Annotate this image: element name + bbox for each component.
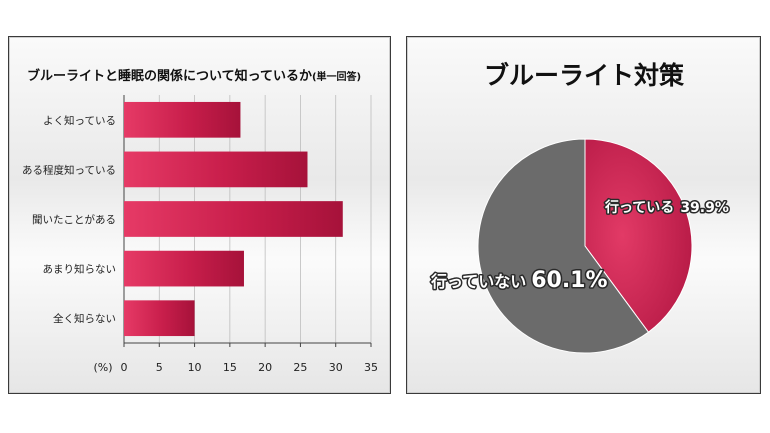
x-tick-label: 0 [121, 361, 128, 374]
x-tick-label: 5 [156, 361, 163, 374]
bar [124, 250, 244, 287]
slice-label-yes: 行っている 39.9% [604, 199, 729, 216]
bar [124, 151, 308, 188]
x-tick-label: 25 [293, 361, 307, 374]
category-label: あまり知らない [43, 263, 117, 276]
pie-chart: ブルーライト対策 行っている 39.9% 行っていない 60.1% [429, 61, 730, 354]
slice-yes-name: 行っている [604, 199, 674, 216]
pie-slice-yes [584, 138, 693, 333]
bar-series [124, 101, 343, 337]
bar-chart-title-suffix: (単一回答) [312, 70, 361, 83]
category-label: ある程度知っている [22, 163, 116, 176]
x-tick-label: 15 [223, 361, 237, 374]
bar-chart-title: ブルーライトと睡眠の関係について知っているか(単一回答) [27, 68, 361, 84]
bar-chart-title-main: ブルーライトと睡眠の関係について知っているか [27, 68, 312, 84]
pie-chart-title: ブルーライト対策 [484, 61, 685, 90]
x-tick-label: 10 [188, 361, 202, 374]
x-tick-label: 30 [329, 361, 343, 374]
bar-chart-panel: ブルーライトと睡眠の関係について知っているか(単一回答) よく知っているある程度… [8, 36, 391, 394]
slice-no-name: 行っていない [430, 272, 526, 291]
bar [124, 201, 343, 237]
slice-label-no: 行っていない 60.1% [430, 268, 608, 293]
pie-slice-no [477, 138, 650, 354]
bar-chart: ブルーライトと睡眠の関係について知っているか(単一回答) よく知っているある程度… [22, 68, 379, 374]
category-label: よく知っている [43, 114, 116, 127]
category-label: 全く知らない [53, 312, 116, 325]
slice-no-value: 60.1% [531, 268, 607, 293]
bar [124, 300, 195, 337]
bar [124, 101, 241, 138]
slice-yes-value: 39.9% [680, 200, 729, 216]
bar-tick-labels: 0 5 10 15 20 25 30 35 [121, 361, 379, 374]
x-tick-label: 35 [364, 361, 378, 374]
category-label: 聞いたことがある [32, 213, 116, 226]
x-tick-label: 20 [258, 361, 272, 374]
unit-label: (%) [93, 361, 112, 374]
pie-chart-panel: ブルーライト対策 行っている 39.9% 行っていない 60.1% [406, 36, 761, 394]
pie-slices [477, 138, 693, 354]
